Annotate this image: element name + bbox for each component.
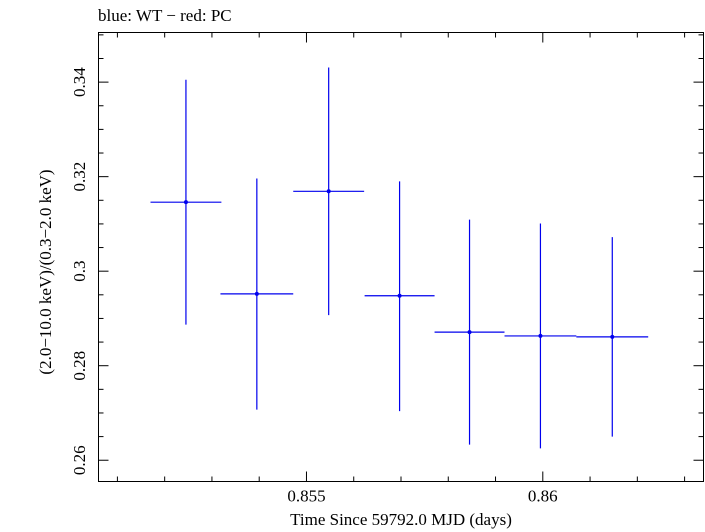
x-tick-label: 0.86 [528,487,558,506]
point-marker [538,333,543,338]
point-marker [397,293,402,298]
point-marker [467,330,472,335]
y-tick-label: 0.28 [70,351,89,381]
point-marker [610,334,615,339]
data-point [364,181,435,412]
data-point [220,178,294,410]
data-point [576,237,649,437]
data-point [504,223,577,449]
y-axis-label: (2.0−10.0 keV)/(0.3−2.0 keV) [36,169,55,375]
chart-title: blue: WT − red: PC [98,6,232,25]
y-tick-label: 0.3 [70,261,89,282]
y-tick-label: 0.34 [70,67,89,97]
point-marker [254,291,259,296]
data-point [293,67,365,316]
data-point [150,79,222,325]
y-tick-label: 0.32 [70,162,89,192]
point-marker [183,200,188,205]
point-marker [326,189,331,194]
x-axis-label: Time Since 59792.0 MJD (days) [290,510,512,529]
data-point [434,219,505,445]
axis-ticks: 0.855 0.86 0.26 0.28 0.3 0.32 0.34 [70,32,704,506]
data-series [150,67,649,449]
y-tick-label: 0.26 [70,445,89,475]
x-tick-label: 0.855 [287,487,325,506]
